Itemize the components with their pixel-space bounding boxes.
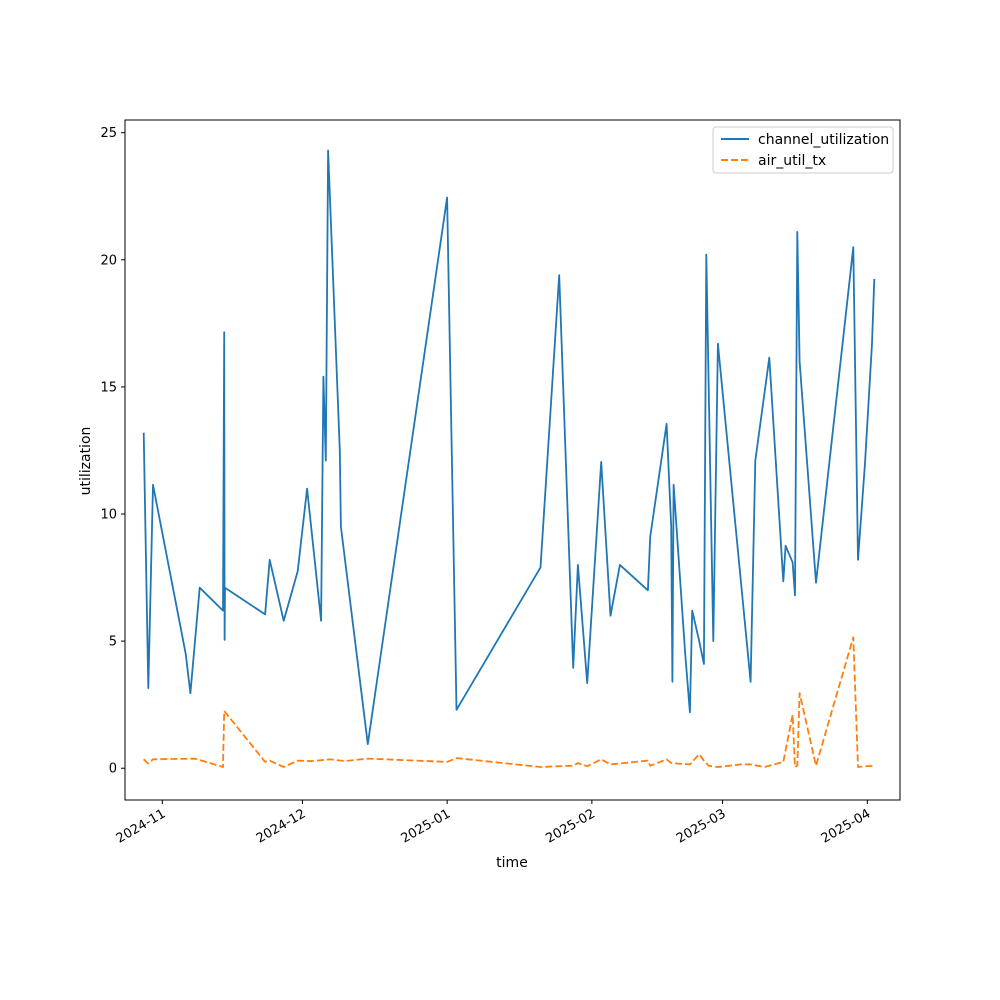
x-axis-label: time bbox=[496, 855, 528, 871]
y-tick-label: 15 bbox=[100, 380, 117, 395]
y-axis-label: utilization bbox=[78, 427, 94, 496]
legend-frame bbox=[712, 126, 894, 174]
legend: channel_utilization air_util_tx bbox=[712, 126, 894, 174]
y-tick-label: 25 bbox=[100, 126, 117, 141]
plot-area bbox=[124, 119, 901, 801]
legend-label-channel-utilization: channel_utilization bbox=[758, 132, 889, 148]
y-tick-label: 10 bbox=[100, 508, 117, 523]
series-line-channel-utilization bbox=[142, 149, 876, 745]
y-tick-label: 5 bbox=[109, 635, 117, 650]
y-tick-label: 0 bbox=[109, 762, 117, 777]
series-layer bbox=[142, 149, 876, 768]
y-axis: 0 5 10 15 20 25 bbox=[100, 126, 125, 777]
legend-label-air-util-tx: air_util_tx bbox=[758, 153, 826, 169]
y-tick-label: 20 bbox=[100, 253, 117, 268]
axes-frame bbox=[124, 119, 901, 801]
